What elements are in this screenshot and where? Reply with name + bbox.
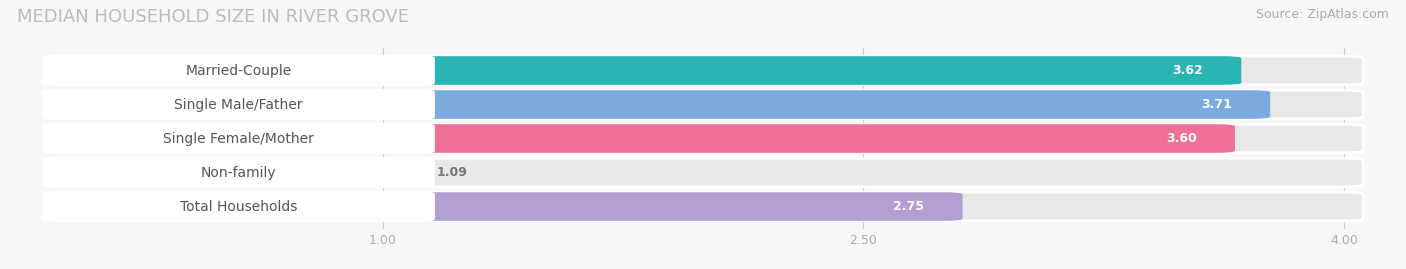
FancyBboxPatch shape: [44, 56, 434, 85]
FancyBboxPatch shape: [44, 192, 434, 221]
Text: Single Male/Father: Single Male/Father: [174, 98, 302, 112]
FancyBboxPatch shape: [44, 192, 963, 221]
FancyBboxPatch shape: [44, 158, 430, 187]
Text: 1.09: 1.09: [437, 166, 468, 179]
FancyBboxPatch shape: [44, 90, 1362, 119]
FancyBboxPatch shape: [44, 192, 1362, 221]
Text: Non-family: Non-family: [201, 165, 276, 179]
Text: 3.62: 3.62: [1173, 64, 1204, 77]
FancyBboxPatch shape: [44, 158, 1362, 187]
Text: 3.60: 3.60: [1166, 132, 1197, 145]
FancyBboxPatch shape: [44, 56, 1241, 85]
FancyBboxPatch shape: [44, 124, 1362, 153]
FancyBboxPatch shape: [44, 90, 1270, 119]
FancyBboxPatch shape: [44, 124, 1234, 153]
Text: 3.71: 3.71: [1201, 98, 1232, 111]
Text: MEDIAN HOUSEHOLD SIZE IN RIVER GROVE: MEDIAN HOUSEHOLD SIZE IN RIVER GROVE: [17, 8, 409, 26]
Text: Single Female/Mother: Single Female/Mother: [163, 132, 314, 146]
FancyBboxPatch shape: [44, 124, 434, 153]
FancyBboxPatch shape: [44, 158, 434, 187]
Text: Married-Couple: Married-Couple: [186, 63, 291, 77]
Text: 2.75: 2.75: [893, 200, 924, 213]
Text: Source: ZipAtlas.com: Source: ZipAtlas.com: [1256, 8, 1389, 21]
Text: Total Households: Total Households: [180, 200, 297, 214]
FancyBboxPatch shape: [44, 90, 434, 119]
FancyBboxPatch shape: [44, 56, 1362, 85]
